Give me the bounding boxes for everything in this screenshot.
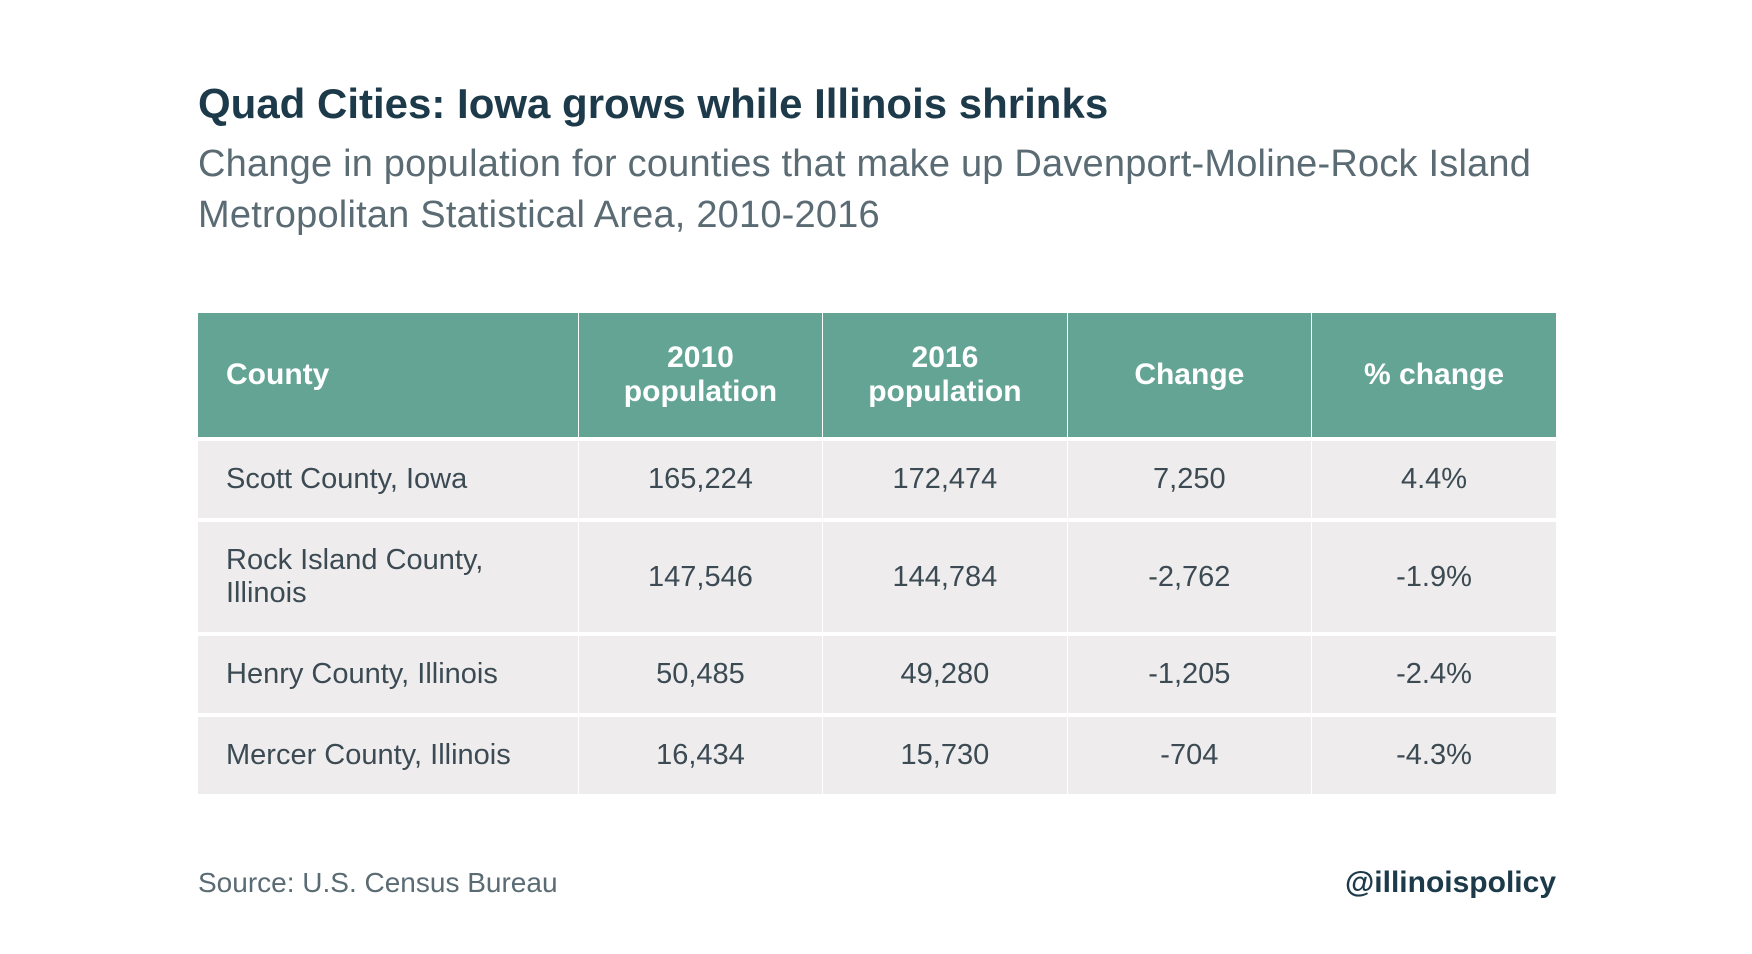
table-row: Rock Island County, Illinois 147,546 144… <box>198 520 1556 634</box>
subtitle: Change in population for counties that m… <box>198 139 1556 242</box>
cell-pop2016: 172,474 <box>823 439 1067 520</box>
cell-county: Henry County, Illinois <box>198 634 578 715</box>
cell-change: 7,250 <box>1067 439 1311 520</box>
cell-change: -2,762 <box>1067 520 1311 634</box>
cell-pop2016: 15,730 <box>823 715 1067 794</box>
th-change: Change <box>1067 313 1311 439</box>
cell-pop2010: 147,546 <box>578 520 822 634</box>
cell-pop2010: 50,485 <box>578 634 822 715</box>
source-text: Source: U.S. Census Bureau <box>198 867 558 899</box>
population-table: County 2010 population 2016 population C… <box>198 313 1556 794</box>
cell-pop2010: 16,434 <box>578 715 822 794</box>
cell-change: -704 <box>1067 715 1311 794</box>
table-row: Henry County, Illinois 50,485 49,280 -1,… <box>198 634 1556 715</box>
th-pop2016: 2016 population <box>823 313 1067 439</box>
th-pct: % change <box>1312 313 1556 439</box>
cell-county: Mercer County, Illinois <box>198 715 578 794</box>
table-header-row: County 2010 population 2016 population C… <box>198 313 1556 439</box>
table-row: Scott County, Iowa 165,224 172,474 7,250… <box>198 439 1556 520</box>
table-row: Mercer County, Illinois 16,434 15,730 -7… <box>198 715 1556 794</box>
footer: Source: U.S. Census Bureau @illinoispoli… <box>198 866 1556 900</box>
cell-pct: -1.9% <box>1312 520 1556 634</box>
cell-pct: 4.4% <box>1312 439 1556 520</box>
cell-pct: -4.3% <box>1312 715 1556 794</box>
cell-pct: -2.4% <box>1312 634 1556 715</box>
title: Quad Cities: Iowa grows while Illinois s… <box>198 78 1556 131</box>
infographic-card: Quad Cities: Iowa grows while Illinois s… <box>128 0 1626 954</box>
cell-pop2010: 165,224 <box>578 439 822 520</box>
cell-county: Scott County, Iowa <box>198 439 578 520</box>
cell-pop2016: 144,784 <box>823 520 1067 634</box>
attribution-handle: @illinoispolicy <box>1345 866 1556 900</box>
th-county: County <box>198 313 578 439</box>
cell-pop2016: 49,280 <box>823 634 1067 715</box>
th-pop2010: 2010 population <box>578 313 822 439</box>
cell-change: -1,205 <box>1067 634 1311 715</box>
cell-county: Rock Island County, Illinois <box>198 520 578 634</box>
